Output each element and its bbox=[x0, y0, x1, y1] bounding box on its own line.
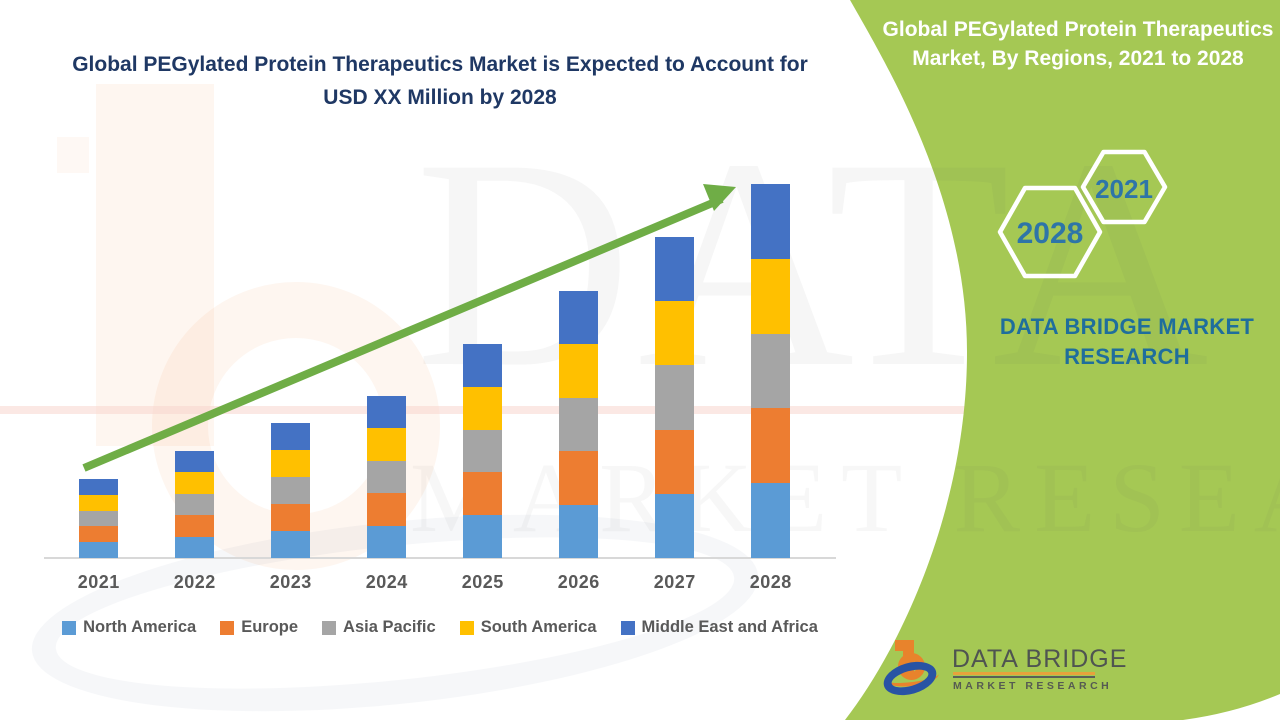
legend-label: South America bbox=[480, 618, 597, 636]
bar-segment-middle-east-and-africa bbox=[751, 184, 791, 259]
logo-b-bowl bbox=[898, 653, 925, 680]
bar-2026 bbox=[559, 291, 599, 558]
x-axis-label-2028: 2028 bbox=[749, 572, 792, 592]
legend-swatch-icon bbox=[62, 620, 77, 635]
legend-swatch-icon bbox=[322, 620, 337, 635]
bar-segment-north-america bbox=[79, 542, 119, 558]
page-title-line1: Global PEGylated Protein Therapeutics Ma… bbox=[72, 53, 808, 76]
bar-segment-asia-pacific bbox=[655, 365, 695, 430]
x-axis-label-2023: 2023 bbox=[269, 572, 312, 592]
bar-segment-europe bbox=[175, 515, 215, 537]
side-panel-title-line2: Market, By Regions, 2021 to 2028 bbox=[912, 47, 1244, 70]
bar-segment-north-america bbox=[655, 493, 695, 558]
x-axis-label-2021: 2021 bbox=[77, 572, 120, 592]
bar-segment-asia-pacific bbox=[751, 333, 791, 409]
watermark-b-logo-notch bbox=[57, 137, 89, 173]
bar-segment-europe bbox=[79, 526, 119, 543]
bar-2028 bbox=[751, 184, 791, 558]
bar-segment-north-america bbox=[463, 515, 503, 558]
legend-label: Asia Pacific bbox=[343, 618, 436, 636]
bar-segment-south-america bbox=[367, 428, 407, 461]
legend-item-europe: Europe bbox=[220, 618, 298, 637]
legend-item-south-america: South America bbox=[459, 618, 597, 637]
dbmr-logo-icon bbox=[879, 640, 944, 702]
x-axis-label-2022: 2022 bbox=[173, 572, 216, 592]
side-panel-title: Global PEGylated Protein Therapeutics Ma… bbox=[880, 15, 1276, 73]
legend-item-north-america: North America bbox=[62, 618, 196, 637]
bar-segment-middle-east-and-africa bbox=[559, 291, 599, 345]
green-band-path bbox=[845, 0, 1280, 720]
legend-swatch-icon bbox=[620, 620, 635, 635]
logo-b-notch bbox=[895, 640, 905, 651]
x-axis-label-2024: 2024 bbox=[365, 572, 408, 592]
bar-segment-north-america bbox=[271, 531, 311, 558]
page-title: Global PEGylated Protein Therapeutics Ma… bbox=[35, 48, 845, 114]
side-panel-title-line1: Global PEGylated Protein Therapeutics bbox=[882, 18, 1274, 41]
bar-2022 bbox=[175, 451, 215, 558]
legend-item-middle-east-and-africa: Middle East and Africa bbox=[620, 618, 818, 637]
bar-2023 bbox=[271, 423, 311, 558]
bar-segment-europe bbox=[463, 472, 503, 516]
bar-segment-south-america bbox=[271, 450, 311, 477]
bar-segment-europe bbox=[271, 504, 311, 531]
bar-segment-asia-pacific bbox=[175, 493, 215, 516]
x-axis-label-2027: 2027 bbox=[653, 572, 696, 592]
bar-segment-middle-east-and-africa bbox=[175, 451, 215, 473]
x-axis-label-2026: 2026 bbox=[557, 572, 600, 592]
brand-text: DATA BRIDGE MARKET RESEARCH bbox=[999, 314, 1255, 369]
legend-swatch-icon bbox=[220, 620, 235, 635]
legend-label: North America bbox=[83, 618, 197, 636]
logo-underline-orange bbox=[953, 672, 1095, 675]
bar-segment-europe bbox=[751, 408, 791, 484]
bar-segment-asia-pacific bbox=[79, 510, 119, 527]
bar-segment-asia-pacific bbox=[559, 397, 599, 452]
logo-underline-dark bbox=[953, 676, 1095, 678]
legend-swatch-icon bbox=[459, 620, 474, 635]
chart-x-axis bbox=[44, 557, 836, 559]
legend-label: Europe bbox=[241, 618, 299, 636]
bar-2024 bbox=[367, 396, 407, 558]
hexagon-2028-label: 2028 bbox=[1016, 217, 1084, 250]
bar-segment-south-america bbox=[463, 386, 503, 430]
bar-segment-south-america bbox=[559, 344, 599, 398]
bar-segment-middle-east-and-africa bbox=[79, 479, 119, 495]
bar-2021 bbox=[79, 479, 119, 558]
bar-segment-north-america bbox=[367, 525, 407, 558]
bar-segment-europe bbox=[367, 493, 407, 526]
legend-item-asia-pacific: Asia Pacific bbox=[322, 618, 436, 637]
bar-segment-asia-pacific bbox=[367, 460, 407, 494]
bottom-right-white-corner bbox=[1183, 694, 1280, 720]
bar-segment-north-america bbox=[175, 536, 215, 558]
bar-2025 bbox=[463, 344, 503, 558]
chart-legend: North America Europe Asia Pacific South Ame… bbox=[44, 618, 836, 637]
bar-segment-asia-pacific bbox=[463, 429, 503, 473]
bar-segment-europe bbox=[559, 451, 599, 505]
bar-segment-asia-pacific bbox=[271, 477, 311, 504]
bar-segment-europe bbox=[655, 429, 695, 494]
bar-segment-south-america bbox=[751, 258, 791, 334]
bar-segment-north-america bbox=[751, 483, 791, 558]
bar-segment-north-america bbox=[559, 504, 599, 558]
legend-label: Middle East and Africa bbox=[641, 618, 818, 636]
bar-segment-middle-east-and-africa bbox=[271, 423, 311, 450]
bar-segment-middle-east-and-africa bbox=[463, 344, 503, 387]
bar-segment-south-america bbox=[655, 301, 695, 366]
x-axis-label-2025: 2025 bbox=[461, 572, 504, 592]
dbmr-logo-subtext: MARKET RESEARCH bbox=[953, 680, 1113, 692]
bar-segment-middle-east-and-africa bbox=[655, 237, 695, 302]
bar-2027 bbox=[655, 237, 695, 558]
page-title-line2: USD XX Million by 2028 bbox=[323, 86, 557, 109]
bar-segment-middle-east-and-africa bbox=[367, 396, 407, 429]
bar-segment-south-america bbox=[175, 472, 215, 494]
bar-segment-south-america bbox=[79, 494, 119, 511]
dbmr-logo-name: DATA BRIDGE bbox=[952, 645, 1128, 673]
logo-blue-swoosh bbox=[879, 656, 941, 701]
hexagon-2021-label: 2021 bbox=[1095, 174, 1153, 204]
